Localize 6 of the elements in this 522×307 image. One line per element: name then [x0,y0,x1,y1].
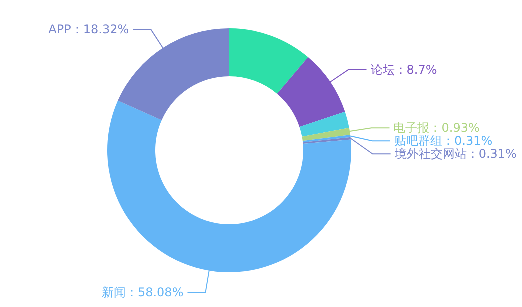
slice-label: 境外社交网站：0.31% [394,147,517,162]
slice-label: APP：18.32% [48,22,130,37]
slice-label: 贴吧群组：0.31% [394,134,493,148]
slice-label: 论坛：8.7% [370,62,438,77]
slice-label: 新闻：58.08% [102,286,184,300]
slice-label: 电子报：0.93% [394,121,480,136]
